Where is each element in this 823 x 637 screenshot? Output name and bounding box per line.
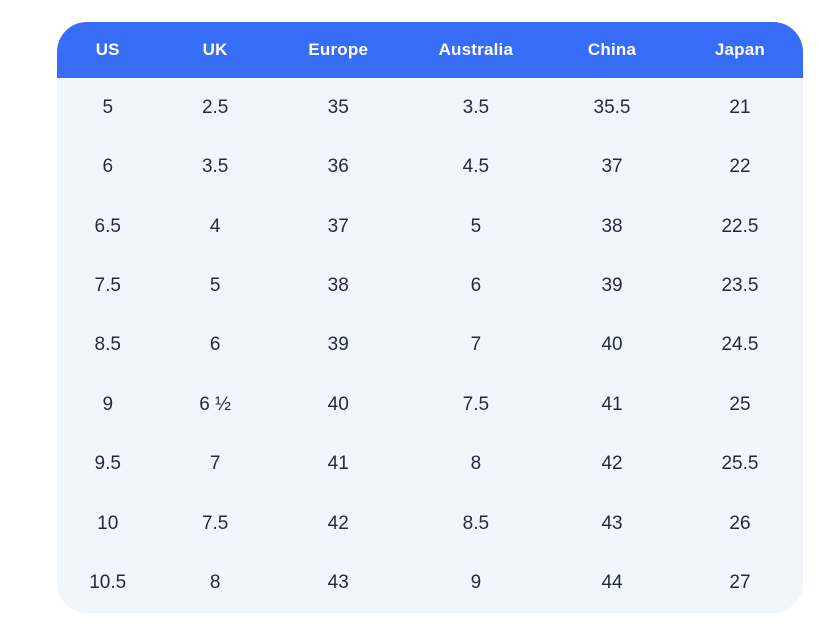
table-cell: 42 — [601, 453, 623, 475]
table-cell: 9 — [102, 393, 114, 415]
table-cell: 25 — [729, 393, 751, 415]
table-row: 10 7.5 42 8.5 43 26 — [57, 494, 803, 553]
table-row: 9.5 7 41 8 42 25.5 — [57, 435, 803, 494]
table-cell: 43 — [601, 512, 623, 534]
table-cell: 21 — [729, 96, 751, 118]
table-cell: 7.5 — [462, 393, 490, 415]
table-cell: 8.5 — [94, 334, 121, 356]
table-cell: 3.5 — [201, 156, 229, 178]
table-row: 6.5 4 37 5 38 22.5 — [57, 197, 803, 256]
table-cell: 6 ½ — [199, 393, 231, 415]
column-header-uk: UK — [202, 40, 228, 59]
table-cell: 8.5 — [462, 512, 490, 534]
table-row: 5 2.5 35 3.5 35.5 21 — [57, 78, 803, 137]
table-row: 10.5 8 43 9 44 27 — [57, 554, 803, 614]
table-cell: 9 — [470, 572, 482, 594]
table-cell: 4 — [209, 215, 221, 237]
table-cell: 10 — [97, 512, 119, 534]
column-header-australia: Australia — [438, 40, 514, 59]
table-cell: 8 — [470, 453, 482, 475]
table-cell: 7.5 — [201, 512, 229, 534]
table-cell: 37 — [601, 156, 623, 178]
table-cell: 35.5 — [593, 96, 631, 118]
column-header-europe: Europe — [308, 40, 369, 59]
table-cell: 36 — [327, 156, 349, 178]
table-cell: 40 — [601, 334, 623, 356]
table-cell: 41 — [327, 453, 349, 475]
table-cell: 22 — [729, 156, 751, 178]
table-cell: 24.5 — [721, 334, 759, 356]
table-header-row: US UK Europe Australia China Japan — [57, 22, 803, 78]
table-cell: 39 — [601, 275, 623, 297]
table-cell: 6.5 — [94, 215, 121, 237]
table-cell: 38 — [327, 275, 349, 297]
table-cell: 8 — [209, 572, 221, 594]
table-cell: 41 — [601, 393, 623, 415]
table-row: 7.5 5 38 6 39 23.5 — [57, 256, 803, 315]
table-cell: 23.5 — [721, 275, 759, 297]
table-cell: 9.5 — [94, 453, 121, 475]
table-cell: 3.5 — [462, 96, 490, 118]
shoe-size-conversion-table-card: US UK Europe Australia China Japan 5 2.5… — [57, 22, 803, 613]
table-cell: 26 — [729, 512, 751, 534]
table-cell: 35 — [327, 96, 349, 118]
table-cell: 5 — [209, 275, 221, 297]
column-header-china: China — [587, 40, 637, 59]
table-cell: 5 — [470, 215, 482, 237]
column-header-japan: Japan — [714, 40, 766, 59]
table-cell: 37 — [327, 215, 349, 237]
table-cell: 6 — [209, 334, 221, 356]
table-cell: 5 — [102, 96, 114, 118]
table-row: 8.5 6 39 7 40 24.5 — [57, 316, 803, 375]
table-row: 6 3.5 36 4.5 37 22 — [57, 137, 803, 196]
shoe-size-conversion-table: US UK Europe Australia China Japan 5 2.5… — [57, 22, 803, 613]
table-cell: 42 — [327, 512, 349, 534]
table-cell: 39 — [327, 334, 349, 356]
table-cell: 6 — [102, 156, 114, 178]
table-cell: 25.5 — [721, 453, 759, 475]
table-cell: 40 — [327, 393, 349, 415]
table-cell: 2.5 — [201, 96, 229, 118]
table-cell: 7 — [470, 334, 482, 356]
table-cell: 27 — [729, 572, 751, 594]
table-cell: 43 — [327, 572, 349, 594]
table-cell: 4.5 — [462, 156, 490, 178]
table-row: 9 6 ½ 40 7.5 41 25 — [57, 375, 803, 434]
table-cell: 6 — [470, 275, 482, 297]
column-header-us: US — [95, 40, 120, 59]
table-cell: 22.5 — [721, 215, 759, 237]
table-cell: 44 — [601, 572, 623, 594]
table-cell: 10.5 — [89, 572, 127, 594]
table-cell: 7 — [209, 453, 221, 475]
table-cell: 7.5 — [94, 275, 121, 297]
table-cell: 38 — [601, 215, 623, 237]
